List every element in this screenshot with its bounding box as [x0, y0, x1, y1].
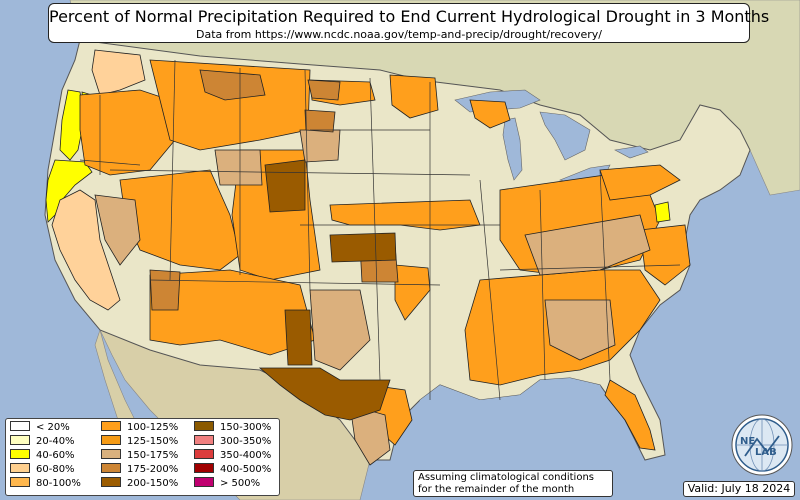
- legend-item: 125-150%: [101, 435, 179, 448]
- region-150-175-new-mexico: [309, 289, 371, 371]
- region-brown-wyoming-core: [264, 159, 306, 213]
- legend-item: 175-200%: [101, 463, 179, 476]
- region-150-175-kentucky-tennessee: [524, 214, 651, 276]
- legend-item: 150-300%: [194, 421, 272, 434]
- logo-text-top: NE: [740, 436, 755, 447]
- lake-michigan: [502, 117, 523, 181]
- legend-label: 20-40%: [36, 436, 75, 447]
- region-175-200-montana-east: [199, 69, 266, 101]
- region-brown-west-texas: [258, 367, 391, 421]
- legend-item: < 20%: [10, 421, 70, 434]
- region-150-175-oregon-nevada: [94, 194, 141, 266]
- map-subtitle: Data from https://www.ncdc.noaa.gov/temp…: [196, 28, 602, 41]
- legend-label: 300-350%: [220, 436, 272, 447]
- drought-regions: [45, 49, 691, 466]
- legend-swatch: [10, 421, 30, 431]
- gulf-of-mexico: [400, 378, 620, 470]
- region-100-125-florida: [604, 379, 656, 451]
- legend-item: 200-150%: [101, 477, 179, 490]
- legend-swatch: [10, 449, 30, 459]
- legend-swatch: [101, 449, 121, 459]
- region-150-175-wyoming: [214, 149, 263, 186]
- region-100-125-minnesota: [389, 74, 439, 119]
- legend-swatch: [194, 463, 214, 473]
- note-line-1: Assuming climatological conditions: [418, 472, 594, 483]
- region-100-125-pacific-nw: [79, 89, 176, 176]
- legend-swatch: [101, 477, 121, 487]
- region-150-175-texas-south: [349, 404, 391, 466]
- region-brown-kansas-core: [329, 232, 397, 263]
- legend-item: 40-60%: [10, 449, 75, 462]
- legend-label: 150-175%: [127, 450, 179, 461]
- region-100-125-upper-michigan: [469, 99, 511, 129]
- valid-date: Valid: July 18 2024: [683, 481, 795, 497]
- legend-item: 60-80%: [10, 463, 75, 476]
- legend-item: 80-100%: [10, 477, 81, 490]
- legend-swatch: [194, 421, 214, 431]
- legend-item: 350-400%: [194, 449, 272, 462]
- assumption-note: Assuming climatological conditions for t…: [413, 470, 613, 497]
- legend-label: 40-60%: [36, 450, 75, 461]
- region-150-175-georgia: [544, 299, 616, 361]
- legend-item: 100-125%: [101, 421, 179, 434]
- map-title: Percent of Normal Precipitation Required…: [49, 7, 770, 26]
- region-175-200-wyoming-south: [304, 109, 336, 133]
- legend-swatch: [10, 435, 30, 445]
- legend-swatch: [10, 463, 30, 473]
- state-borders: [79, 59, 681, 401]
- legend-item: > 500%: [194, 477, 261, 490]
- globe-logo-icon: NE LAB: [731, 414, 793, 476]
- legend-swatch: [194, 477, 214, 487]
- legend-label: 200-150%: [127, 478, 179, 489]
- legend-label: 400-500%: [220, 464, 272, 475]
- legend-label: 350-400%: [220, 450, 272, 461]
- legend-item: 20-40%: [10, 435, 75, 448]
- legend-item: 400-500%: [194, 463, 272, 476]
- region-100-125-oklahoma: [394, 264, 431, 321]
- legend-swatch: [101, 463, 121, 473]
- region-150-175-nebraska: [299, 129, 341, 163]
- legend-label: > 500%: [220, 478, 261, 489]
- region-60-80-california: [51, 189, 121, 311]
- legend-swatch: [194, 449, 214, 459]
- legend-label: 125-150%: [127, 436, 179, 447]
- legend-label: < 20%: [36, 422, 70, 433]
- region-100-125-arizona-nm: [149, 269, 316, 356]
- legend: < 20% 20-40% 40-60% 60-80% 80-100% 100-1…: [5, 418, 280, 496]
- legend-label: 100-125%: [127, 422, 179, 433]
- region-100-125-kansas-missouri: [329, 199, 481, 231]
- legend-label: 60-80%: [36, 464, 75, 475]
- lake-ontario: [614, 145, 649, 159]
- legend-swatch: [194, 435, 214, 445]
- logo-text-bottom: LAB: [755, 447, 777, 458]
- region-175-200-nd: [307, 79, 341, 101]
- legend-item: 150-175%: [101, 449, 179, 462]
- legend-label: 150-300%: [220, 422, 272, 433]
- legend-swatch: [101, 435, 121, 445]
- region-100-125-nc-coast: [639, 224, 691, 286]
- legend-swatch: [10, 477, 30, 487]
- region-brown-new-mexico-south: [284, 309, 313, 366]
- legend-swatch: [101, 421, 121, 431]
- region-40-60-virginia: [654, 201, 671, 223]
- note-line-2: for the remainder of the month: [418, 484, 575, 495]
- legend-label: 80-100%: [36, 478, 81, 489]
- region-100-125-new-york: [599, 164, 681, 201]
- lake-huron: [539, 111, 591, 161]
- title-box: Percent of Normal Precipitation Required…: [48, 3, 770, 43]
- region-60-80-washington: [91, 49, 146, 96]
- region-175-200-arizona-west: [149, 269, 181, 311]
- legend-item: 300-350%: [194, 435, 272, 448]
- legend-label: 175-200%: [127, 464, 179, 475]
